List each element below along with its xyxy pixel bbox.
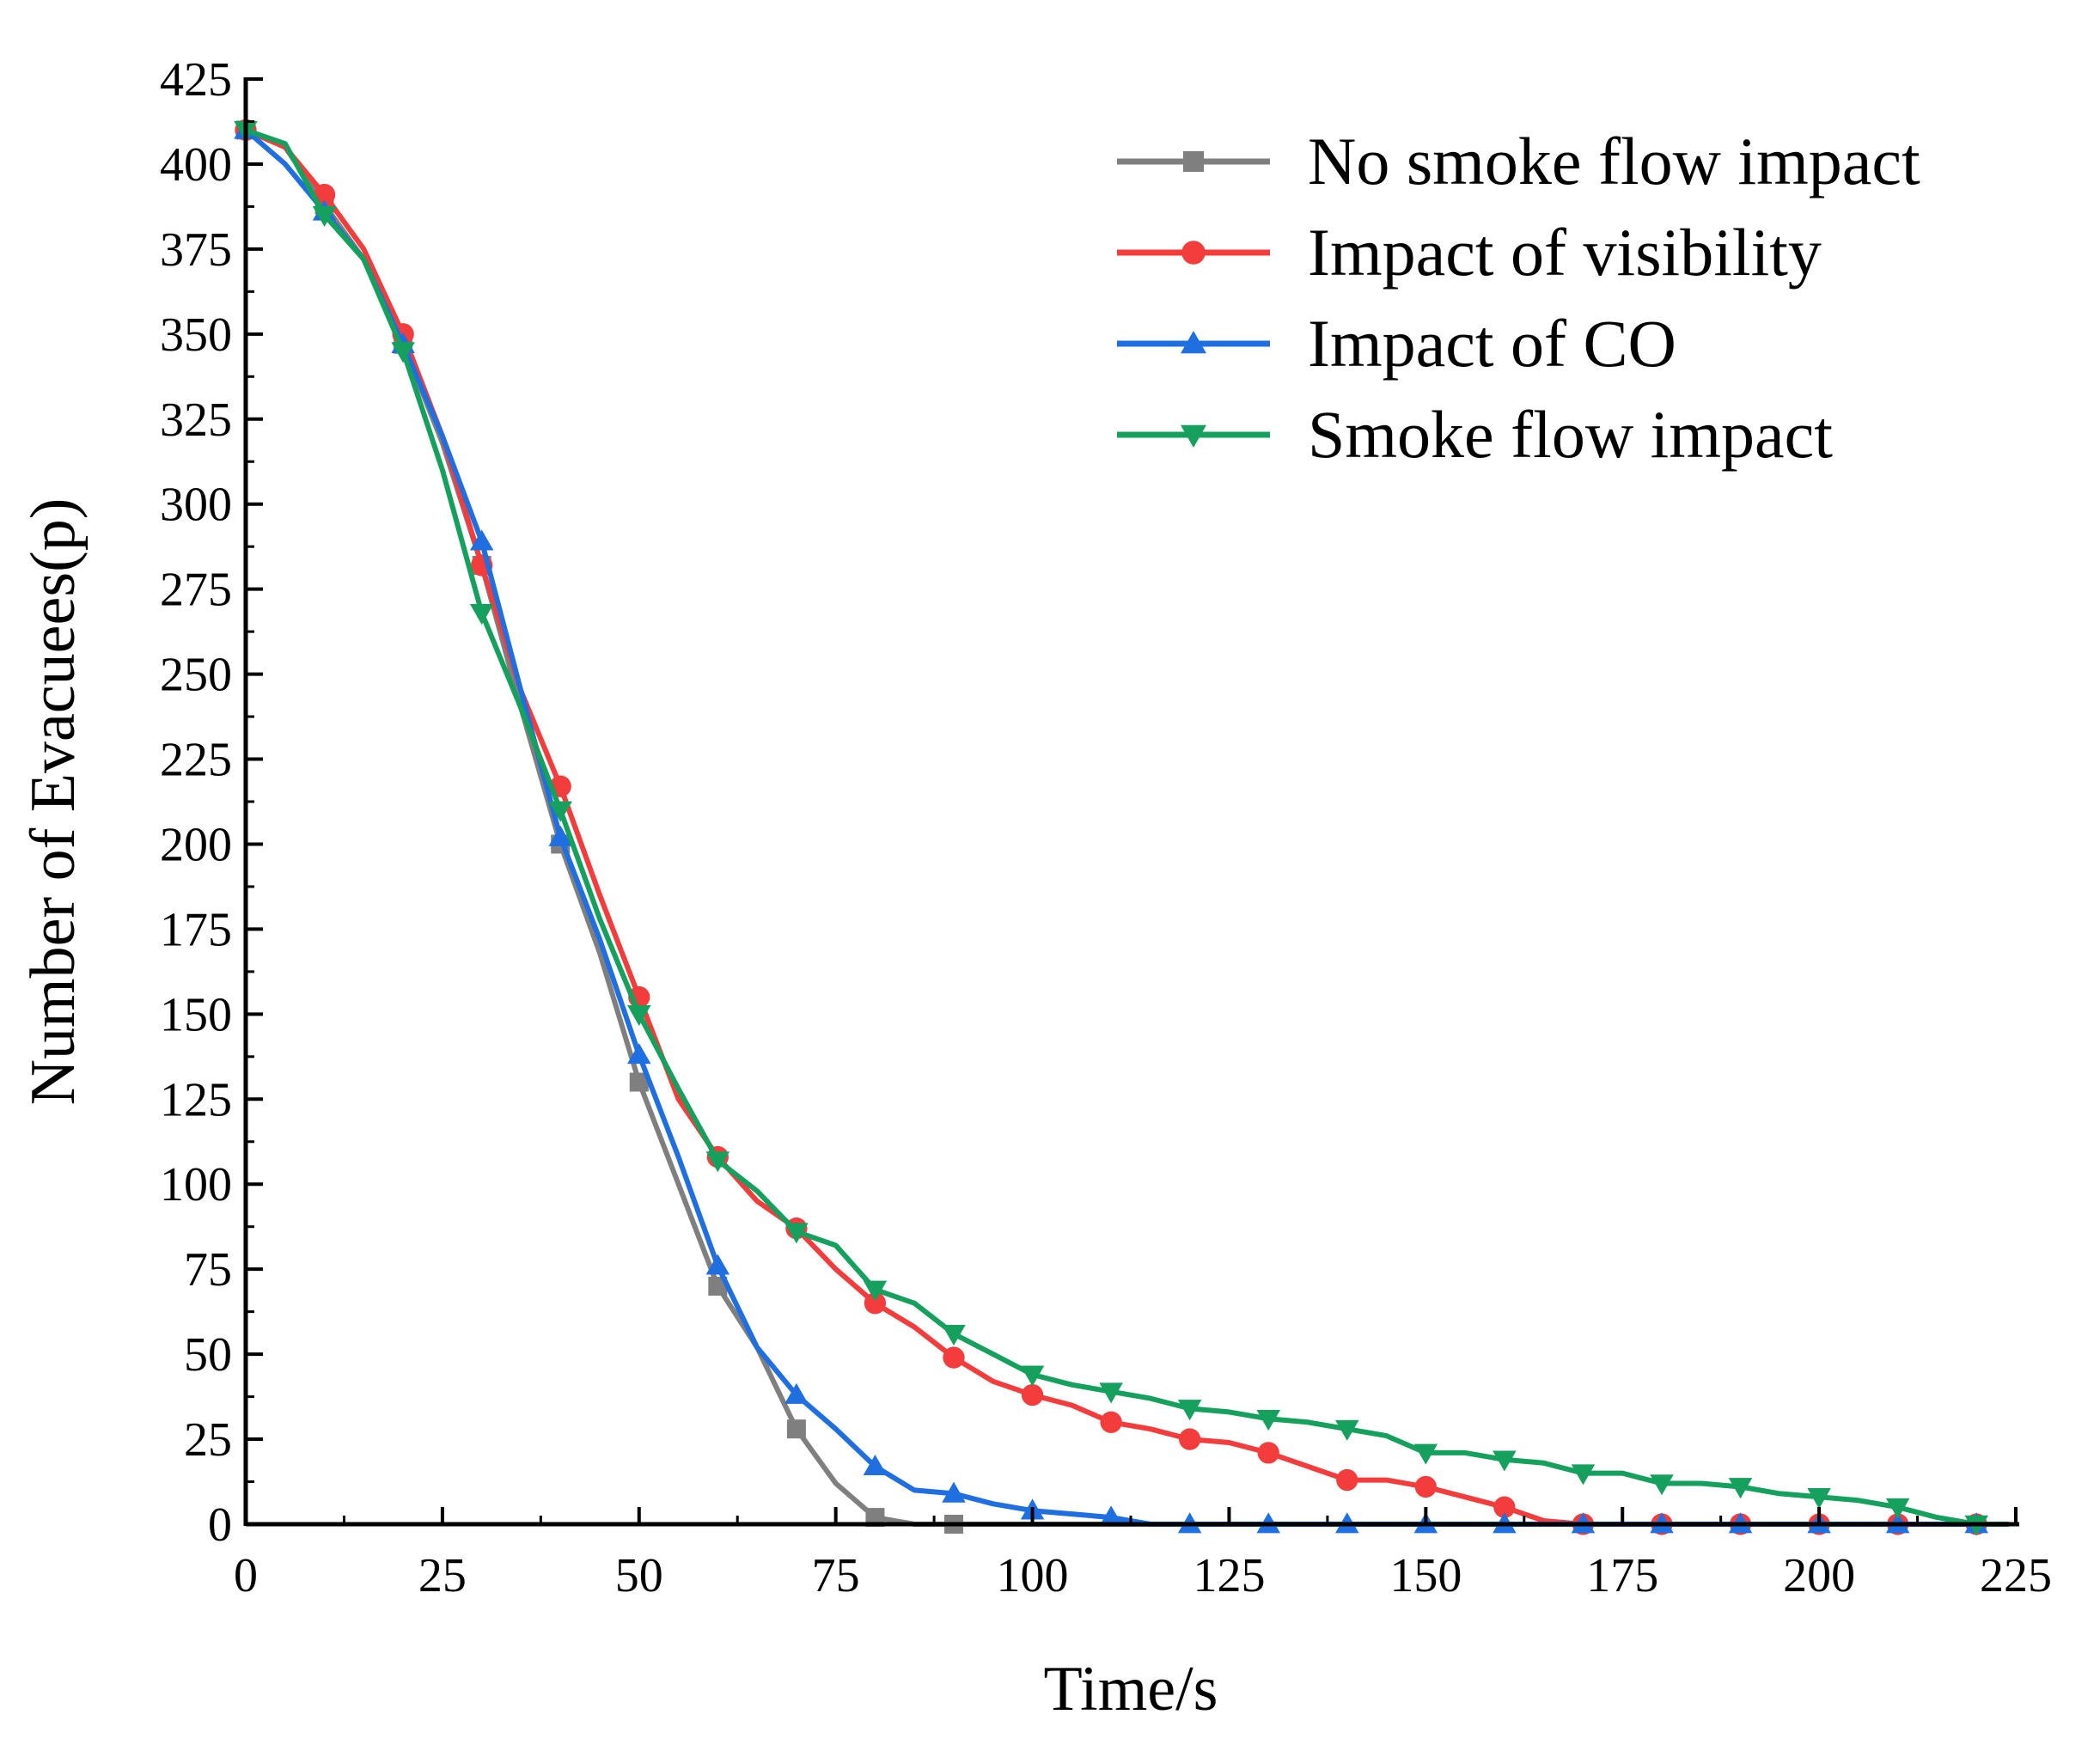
series-line	[243, 127, 2011, 1527]
legend-item: Impact of visibility	[1117, 215, 1822, 290]
legend-item: Smoke flow impact	[1117, 397, 1833, 472]
data-point-triangle-down	[1413, 1443, 1438, 1465]
y-tick-label: 250	[160, 649, 232, 702]
legend-label: Smoke flow impact	[1308, 397, 1833, 472]
x-tick-label: 75	[812, 1549, 860, 1602]
data-point-triangle-up	[1181, 331, 1206, 354]
series-line	[243, 127, 2011, 1527]
y-tick-label: 425	[160, 53, 232, 107]
y-tick-label: 50	[184, 1328, 232, 1382]
y-tick-label: 400	[160, 138, 232, 192]
data-point-triangle-down	[548, 801, 572, 822]
series-layer	[234, 118, 2011, 1536]
data-point-triangle-down	[1335, 1419, 1359, 1441]
y-tick-label: 225	[160, 734, 232, 787]
data-point-triangle-up	[548, 825, 572, 846]
data-point-triangle-down	[627, 1005, 651, 1027]
y-tick-label: 75	[184, 1243, 232, 1297]
data-point-circle	[1336, 1468, 1358, 1492]
data-point-triangle-down	[1099, 1382, 1123, 1404]
axes: 0 25 50 75 100 125 150 175 200 225 0 25 50 75 100 125 1…	[160, 53, 2052, 1602]
y-tick-label: 275	[160, 564, 232, 617]
legend: No smoke flow impact Impact of visibility…	[1117, 124, 1920, 472]
data-point-square	[1183, 151, 1204, 172]
data-point-square	[786, 1419, 806, 1439]
data-point-triangle-up	[627, 1043, 651, 1065]
data-point-circle	[943, 1346, 965, 1369]
legend-item: No smoke flow impact	[1117, 124, 1920, 198]
data-point-triangle-down	[1177, 1400, 1202, 1421]
series-group	[234, 121, 2011, 1536]
series-group	[236, 120, 2011, 1534]
y-tick-label: 375	[160, 223, 232, 277]
y-tick-label: 300	[160, 479, 232, 532]
legend-label: Impact of visibility	[1308, 215, 1822, 290]
data-point-circle	[1179, 1428, 1201, 1450]
data-point-triangle-up	[1099, 1505, 1123, 1527]
y-axis-ticks: 0 25 50 75 100 125 150 175 200 225 250 275 300 325 350…	[160, 53, 263, 1552]
data-point-triangle-down	[1650, 1474, 1674, 1496]
legend-label: Impact of CO	[1308, 306, 1676, 381]
data-point-square	[629, 1072, 649, 1092]
data-point-triangle-down	[1571, 1464, 1596, 1486]
x-tick-label: 225	[1980, 1549, 2052, 1602]
data-point-triangle-up	[469, 529, 494, 551]
y-tick-label: 350	[160, 308, 232, 362]
data-point-circle	[1181, 241, 1206, 265]
data-point-triangle-down	[1885, 1498, 1910, 1519]
x-tick-label: 100	[997, 1549, 1069, 1602]
x-axis-title: Time/s	[1044, 1654, 1218, 1724]
series-line	[243, 127, 2011, 1527]
data-point-triangle-down	[391, 342, 415, 363]
y-tick-label: 25	[184, 1413, 232, 1467]
data-point-circle	[1021, 1383, 1044, 1406]
data-point-triangle-down	[1181, 424, 1206, 448]
x-axis-ticks: 0 25 50 75 100 125 150 175 200 225	[234, 1507, 2052, 1602]
data-point-circle	[1414, 1475, 1437, 1498]
data-point-circle	[1100, 1411, 1122, 1433]
legend-item: Impact of CO	[1117, 306, 1676, 381]
data-point-triangle-up	[863, 1454, 888, 1476]
x-tick-label: 0	[234, 1549, 258, 1602]
data-point-triangle-down	[863, 1280, 888, 1302]
y-tick-label: 175	[160, 903, 232, 956]
x-tick-label: 50	[615, 1549, 663, 1602]
x-tick-label: 125	[1193, 1549, 1265, 1602]
data-point-triangle-down	[469, 604, 494, 625]
x-tick-label: 150	[1389, 1549, 1462, 1602]
x-tick-label: 175	[1586, 1549, 1658, 1602]
x-tick-label: 25	[418, 1549, 467, 1602]
data-point-triangle-down	[705, 1151, 730, 1173]
data-point-circle	[1257, 1442, 1279, 1464]
y-tick-label: 150	[160, 988, 232, 1041]
data-point-circle	[864, 1292, 887, 1315]
data-point-triangle-down	[942, 1325, 966, 1346]
x-tick-label: 200	[1783, 1549, 1855, 1602]
data-point-triangle-up	[942, 1481, 966, 1503]
y-tick-label: 200	[160, 818, 232, 871]
data-point-circle	[1493, 1496, 1516, 1518]
series-line	[243, 127, 2011, 1527]
data-point-triangle-down	[312, 205, 337, 228]
y-axis-title: Number of Evacuees(p)	[18, 498, 89, 1106]
data-point-triangle-down	[1728, 1478, 1753, 1499]
y-tick-label: 100	[160, 1158, 232, 1211]
series-group	[234, 118, 2011, 1534]
data-point-triangle-down	[1256, 1410, 1280, 1431]
y-tick-label: 325	[160, 394, 232, 447]
legend-label: No smoke flow impact	[1308, 124, 1920, 198]
data-point-triangle-down	[1493, 1450, 1517, 1472]
series-group	[235, 119, 2011, 1535]
data-point-triangle-down	[1020, 1365, 1045, 1387]
data-point-triangle-down	[784, 1223, 809, 1244]
y-tick-label: 0	[208, 1498, 232, 1552]
data-point-triangle-down	[1807, 1488, 1831, 1510]
data-point-triangle-up	[784, 1382, 809, 1404]
y-tick-label: 125	[160, 1073, 232, 1126]
data-point-triangle-up	[705, 1254, 730, 1275]
